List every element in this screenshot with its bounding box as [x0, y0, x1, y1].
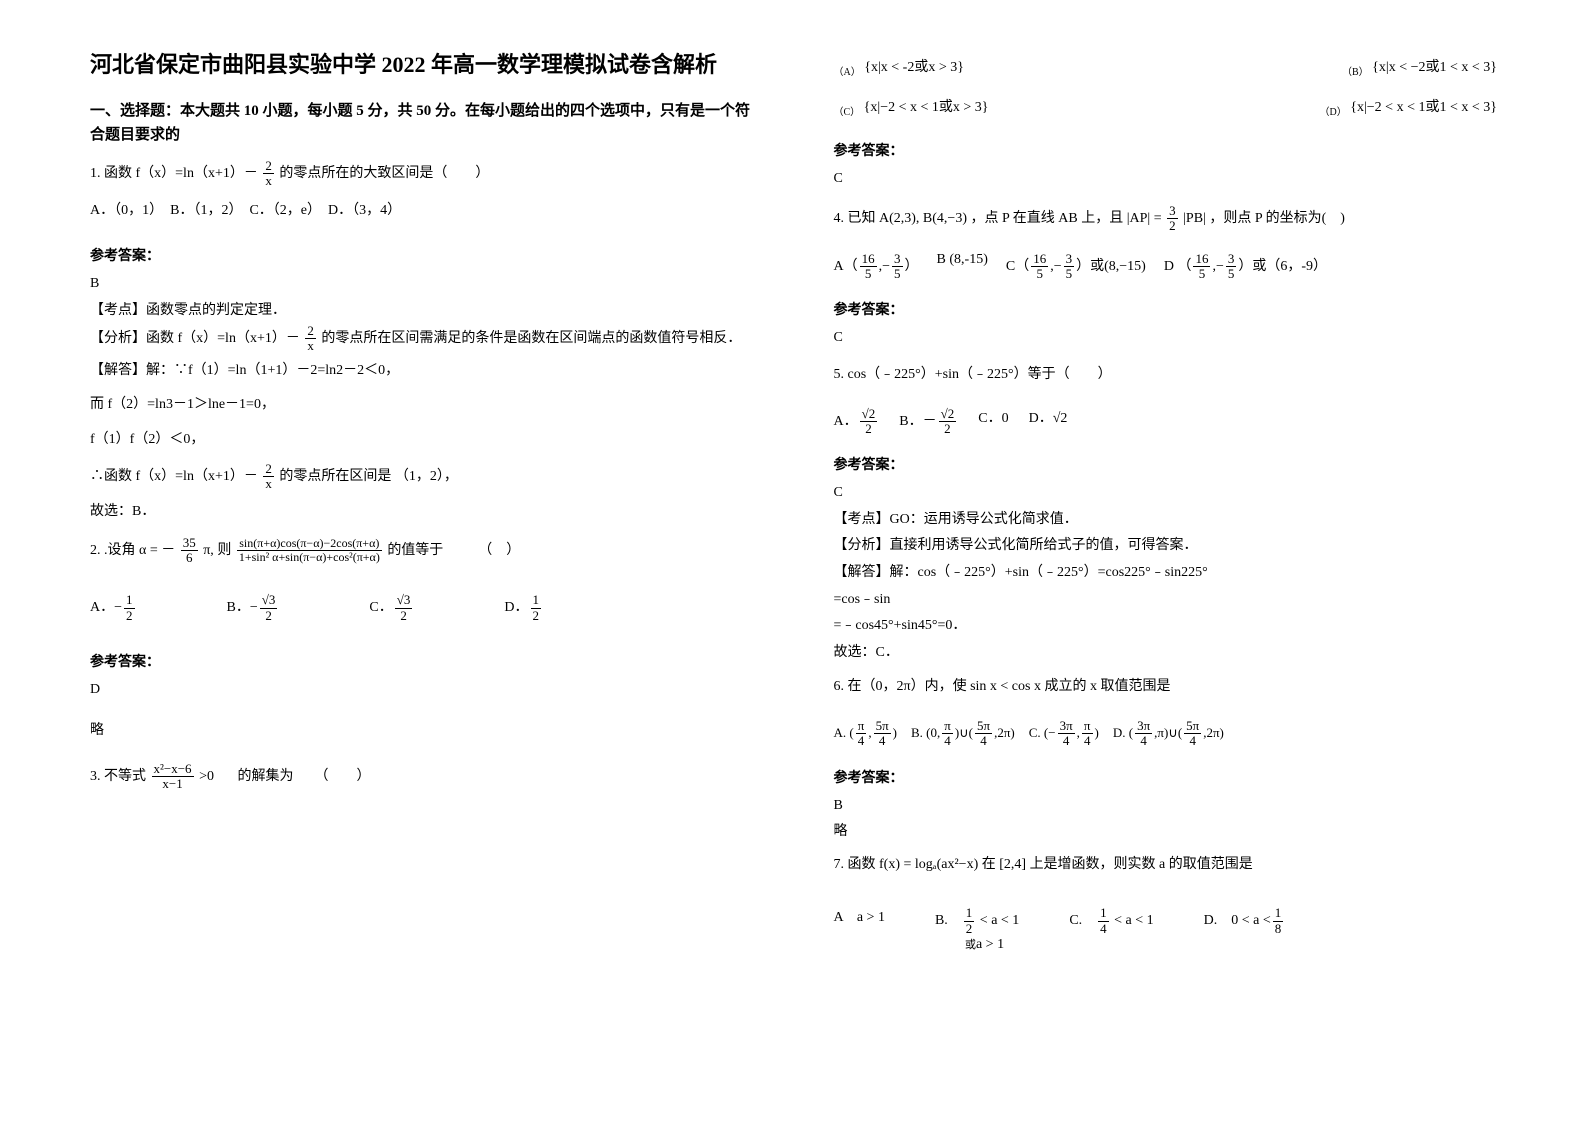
q4-options: A（165,−35） B (8,-15) C（165,−35）或(8,−15) … [834, 252, 1498, 282]
q7-options: A a > 1 B. 12 < a < 1或a > 1 C. 14 < a < … [834, 906, 1498, 953]
q6-options: A. (π4,5π4) B. (0,π4)∪(5π4,2π) C. (−3π4,… [834, 719, 1498, 749]
q4-option-a: A（165,−35） [834, 252, 919, 282]
q2-lue: 略 [90, 718, 754, 745]
q7-option-c: C. 14 < a < 1 [1069, 906, 1153, 953]
q4-option-b: B (8,-15) [937, 252, 988, 282]
q1-step1: 【解答】解：∵f（1）=ln（1+1）－2=ln2－2＜0， [90, 358, 754, 385]
q1-step5: 故选：B． [90, 499, 754, 526]
q2-answer: D [90, 677, 754, 704]
problem-7: 7. 函数 f(x) = logₐ(ax²−x) 在 [2,4] 上是增函数，则… [834, 852, 1498, 879]
q3-answer: C [834, 166, 1498, 193]
q6-option-b: B. (0,π4)∪(5π4,2π) [911, 719, 1015, 749]
q1-fraction: 2 x [263, 159, 274, 189]
left-column: 河北省保定市曲阳县实验中学 2022 年高一数学理模拟试卷含解析 一、选择题：本… [90, 50, 754, 1072]
problem-1: 1. 函数 f（x）=ln（x+1）－ 2 x 的零点所在的大致区间是（ ） [90, 159, 754, 189]
problem-5: 5. cos（﹣225°）+sin（﹣225°）等于（ ） [834, 362, 1498, 389]
q2-option-a: A．−12 [90, 593, 137, 623]
q7-option-b: B. 12 < a < 1或a > 1 [935, 906, 1019, 953]
q5-a1: 【考点】GO：运用诱导公式化简求值． [834, 507, 1498, 534]
q3-options-row1: （A） {x|x < -2或x > 3} （B） {x|x < −2或1 < x… [834, 56, 1498, 78]
problem-2: 2. .设角 α = － 35 6 π, 则 sin(π+α)cos(π−α)−… [90, 536, 754, 566]
q2-big-fraction: sin(π+α)cos(π−α)−2cos(π+α) 1+sin² α+sin(… [237, 537, 382, 564]
q6-answer: B [834, 793, 1498, 820]
q5-a5: =﹣cos45°+sin45°=0． [834, 613, 1498, 640]
q6-option-d: D. (3π4,π)∪(5π4,2π) [1113, 719, 1224, 749]
q5-a3: 【解答】解：cos（﹣225°）+sin（﹣225°）=cos225°﹣sin2… [834, 560, 1498, 587]
answer-label: 参考答案： [90, 245, 754, 265]
problem-4: 4. 已知 A(2,3), B(4,−3) ，点 P 在直线 AB 上，且 |A… [834, 204, 1498, 234]
q1-step3: f（1）f（2）＜0， [90, 427, 754, 454]
q5-option-c: C．0 [978, 407, 1008, 437]
q4-answer: C [834, 325, 1498, 352]
answer-label: 参考答案： [90, 651, 754, 671]
q1-fraction2: 2 x [305, 324, 316, 354]
q1-text-prefix: 1. 函数 f（x）=ln（x+1）－ [90, 166, 258, 181]
q6-lue: 略 [834, 819, 1498, 846]
q4-option-c: C（165,−35）或(8,−15) [1006, 252, 1146, 282]
q5-answer: C [834, 480, 1498, 507]
q1-text-suffix: 的零点所在的大致区间是（ ） [279, 166, 489, 181]
problem-3: 3. 不等式 x²−x−6 x−1 >0 的解集为 （ ） [90, 762, 754, 792]
q5-option-d: D．√2 [1029, 407, 1068, 437]
q5-a2: 【分析】直接利用诱导公式化简所给式子的值，可得答案． [834, 533, 1498, 560]
q5-option-b: B．－√22 [899, 407, 958, 437]
q6-option-c: C. (−3π4,π4) [1029, 719, 1099, 749]
q4-option-d: D （165,−35）或（6，-9） [1164, 252, 1327, 282]
q5-a4: =cos﹣sin [834, 587, 1498, 614]
q2-option-b: B．−√32 [227, 593, 280, 623]
q5-a6: 故选：C． [834, 640, 1498, 667]
q5-options: A．√22 B．－√22 C．0 D．√2 [834, 407, 1498, 437]
q3-option-c: （C） {x|−2 < x < 1或x > 3} [834, 96, 989, 118]
document-title: 河北省保定市曲阳县实验中学 2022 年高一数学理模拟试卷含解析 [90, 50, 754, 81]
answer-label: 参考答案： [834, 140, 1498, 160]
q1-step4: ∴函数 f（x）=ln（x+1）－ 2 x 的零点所在区间是 （1，2）， [90, 462, 754, 492]
problem-6: 6. 在（0，2π）内，使 sin x < cos x 成立的 x 取值范围是 [834, 674, 1498, 701]
section-heading: 一、选择题：本大题共 10 小题，每小题 5 分，共 50 分。在每小题给出的四… [90, 99, 754, 147]
q3-option-b: （B） {x|x < −2或1 < x < 3} [1342, 56, 1497, 78]
q2-option-d: D．12 [504, 593, 543, 623]
q3-options-row2: （C） {x|−2 < x < 1或x > 3} （D） {x|−2 < x <… [834, 96, 1498, 118]
q7-option-a: A a > 1 [834, 906, 885, 953]
q5-option-a: A．√22 [834, 407, 880, 437]
q2-options: A．−12 B．−√32 C．√32 D．12 [90, 593, 754, 623]
answer-label: 参考答案： [834, 299, 1498, 319]
q3-option-a: （A） {x|x < -2或x > 3} [834, 56, 964, 78]
page-layout: 河北省保定市曲阳县实验中学 2022 年高一数学理模拟试卷含解析 一、选择题：本… [90, 50, 1497, 1072]
q3-option-d: （D） {x|−2 < x < 1或1 < x < 3} [1320, 96, 1497, 118]
answer-label: 参考答案： [834, 767, 1498, 787]
q7-option-d: D. 0 < a <18 [1204, 906, 1286, 953]
answer-label: 参考答案： [834, 454, 1498, 474]
q1-analysis-point: 【考点】函数零点的判定定理． [90, 298, 754, 325]
q1-analysis-method: 【分析】函数 f（x）=ln（x+1）－ 2 x 的零点所在区间需满足的条件是函… [90, 324, 754, 354]
q1-answer: B [90, 271, 754, 298]
q1-options: A．（0，1） B．（1，2） C．（2，e） D．（3，4） [90, 198, 754, 225]
q2-option-c: C．√32 [369, 593, 414, 623]
q6-option-a: A. (π4,5π4) [834, 719, 897, 749]
q1-step2: 而 f（2）=ln3－1＞lne－1=0， [90, 392, 754, 419]
right-column: （A） {x|x < -2或x > 3} （B） {x|x < −2或1 < x… [834, 50, 1498, 1072]
